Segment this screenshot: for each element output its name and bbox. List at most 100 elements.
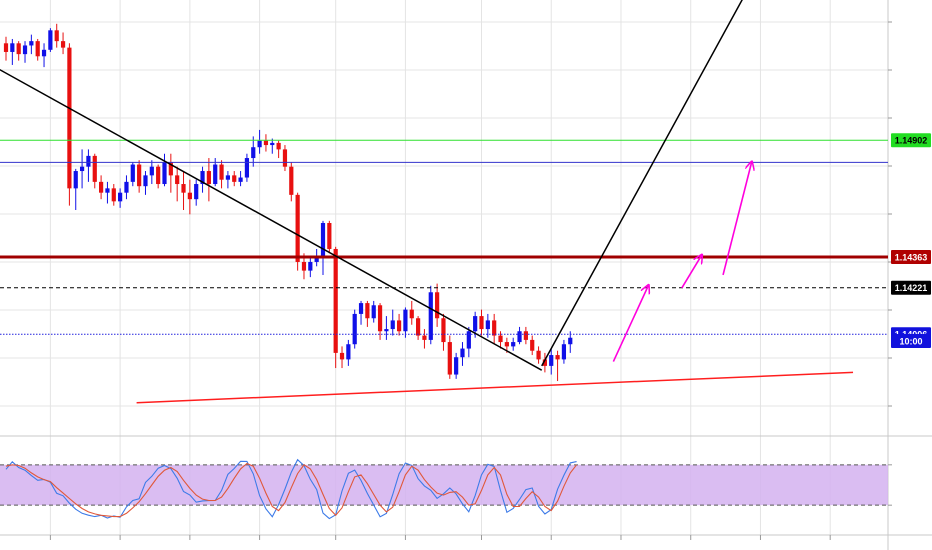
- candle-body[interactable]: [371, 305, 376, 319]
- candle-body[interactable]: [295, 194, 300, 262]
- candle-body[interactable]: [200, 171, 205, 185]
- candle-body[interactable]: [168, 162, 173, 176]
- candle-body[interactable]: [111, 188, 116, 202]
- candle-body[interactable]: [358, 303, 364, 314]
- candle-body[interactable]: [41, 49, 47, 57]
- candle-body[interactable]: [339, 352, 345, 360]
- candle-body[interactable]: [441, 318, 446, 343]
- candle-body[interactable]: [263, 140, 269, 146]
- candle-body[interactable]: [301, 261, 307, 271]
- candle-body[interactable]: [175, 175, 180, 185]
- candle-body[interactable]: [492, 320, 497, 336]
- candle-body[interactable]: [377, 305, 383, 332]
- drawing-tools[interactable]: [0, 0, 854, 404]
- candle-body[interactable]: [213, 164, 218, 185]
- candle-body[interactable]: [416, 318, 421, 336]
- candle-body[interactable]: [346, 344, 351, 360]
- projection-arrow[interactable]: [681, 255, 702, 289]
- candle-body[interactable]: [530, 339, 535, 351]
- candle-body[interactable]: [536, 350, 541, 360]
- candle-body[interactable]: [504, 342, 509, 347]
- candle-body[interactable]: [79, 166, 85, 172]
- projection-arrow[interactable]: [612, 286, 648, 362]
- candle-body[interactable]: [10, 43, 15, 52]
- candle-body[interactable]: [244, 158, 250, 178]
- candle-body[interactable]: [396, 320, 402, 332]
- projection-arrow[interactable]: [722, 162, 752, 276]
- candle-body[interactable]: [289, 166, 294, 195]
- candle-body[interactable]: [22, 45, 28, 55]
- candle-body[interactable]: [67, 47, 72, 189]
- candle-body[interactable]: [460, 348, 465, 358]
- candle-body[interactable]: [219, 164, 224, 180]
- candle-body[interactable]: [54, 30, 59, 42]
- candle-body[interactable]: [466, 331, 471, 349]
- price-tag-1-14221[interactable]: 1.14221: [891, 280, 931, 295]
- candle-body[interactable]: [276, 142, 281, 150]
- candle-body[interactable]: [149, 166, 154, 176]
- candle-body[interactable]: [238, 177, 243, 182]
- candle-body[interactable]: [143, 175, 148, 187]
- candle-body[interactable]: [225, 175, 230, 180]
- candle-body[interactable]: [251, 147, 256, 159]
- candle-body[interactable]: [555, 355, 560, 360]
- trendline-downtrend[interactable]: [0, 68, 543, 371]
- candle-body[interactable]: [73, 171, 78, 189]
- countdown-tag[interactable]: 10:00: [891, 333, 931, 348]
- candle-body[interactable]: [29, 41, 34, 46]
- candle-body[interactable]: [447, 342, 452, 375]
- candle-body[interactable]: [517, 331, 522, 343]
- price-tag-1-14902[interactable]: 1.14902: [891, 133, 931, 148]
- candle-body[interactable]: [92, 155, 97, 182]
- candle-body[interactable]: [314, 257, 319, 262]
- candle-body[interactable]: [187, 192, 192, 200]
- candle-body[interactable]: [99, 181, 104, 193]
- candle-body[interactable]: [181, 184, 186, 193]
- candle-body[interactable]: [118, 192, 123, 202]
- candle-body[interactable]: [308, 261, 313, 271]
- candle-body[interactable]: [523, 331, 528, 340]
- candle-body[interactable]: [48, 30, 53, 50]
- candle-body[interactable]: [498, 335, 503, 343]
- candle-body[interactable]: [60, 41, 66, 48]
- candle-body[interactable]: [473, 316, 478, 332]
- candle-body[interactable]: [257, 140, 262, 148]
- candle-body[interactable]: [384, 329, 389, 332]
- candle-body[interactable]: [270, 142, 275, 146]
- candle-body[interactable]: [403, 309, 408, 332]
- candle-body[interactable]: [333, 248, 338, 353]
- candle-body[interactable]: [485, 320, 490, 330]
- candle-body[interactable]: [365, 303, 370, 319]
- candle-body[interactable]: [409, 309, 414, 319]
- candle-body[interactable]: [327, 222, 332, 249]
- candle-body[interactable]: [232, 175, 237, 182]
- candle-body[interactable]: [390, 320, 395, 330]
- trendline-support-rising[interactable]: [136, 371, 854, 404]
- candle-body[interactable]: [86, 155, 91, 167]
- candle-body[interactable]: [479, 316, 484, 330]
- candle-body[interactable]: [105, 188, 110, 193]
- candle-body[interactable]: [124, 181, 129, 193]
- candle-body[interactable]: [16, 43, 21, 55]
- candle-body[interactable]: [435, 292, 440, 319]
- candle-body[interactable]: [137, 164, 142, 187]
- horizontal-levels[interactable]: [0, 139, 888, 335]
- oscillator-pane[interactable]: [0, 458, 892, 520]
- candle-body[interactable]: [428, 292, 433, 340]
- candle-body[interactable]: [35, 41, 40, 57]
- candle-body[interactable]: [568, 337, 573, 345]
- trendline-bullish-projection[interactable]: [541, 0, 760, 367]
- candle-body[interactable]: [549, 355, 554, 366]
- candle-body[interactable]: [206, 171, 211, 185]
- candle-body[interactable]: [282, 149, 288, 167]
- candle-body[interactable]: [542, 359, 547, 366]
- price-tag-1-14363[interactable]: 1.14363: [891, 249, 931, 264]
- candle-body[interactable]: [194, 184, 199, 200]
- candle-body[interactable]: [320, 222, 326, 258]
- candle-body[interactable]: [156, 166, 161, 185]
- candle-body[interactable]: [422, 335, 427, 340]
- candle-body[interactable]: [511, 342, 516, 347]
